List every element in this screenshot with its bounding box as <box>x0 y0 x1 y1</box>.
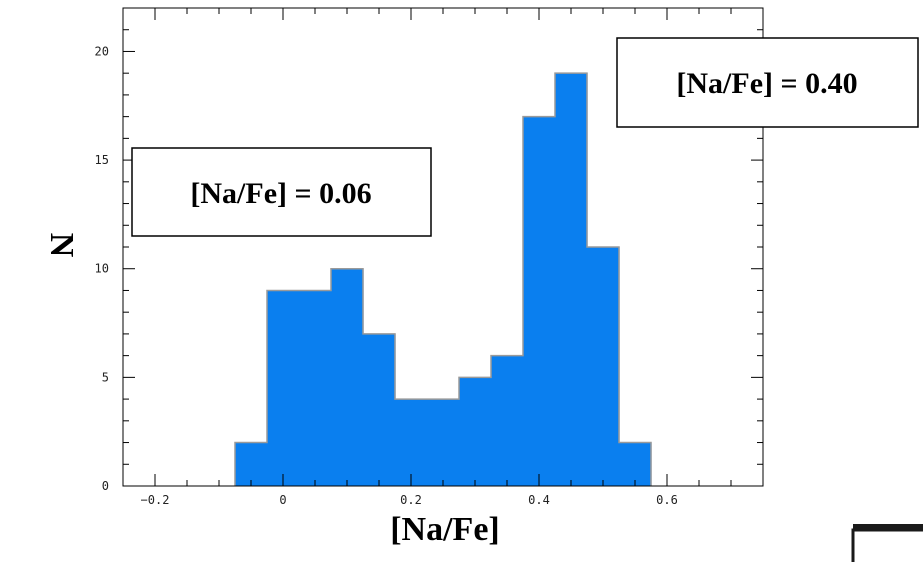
y-tick-label: 5 <box>102 370 109 384</box>
histogram-bar-0 <box>235 442 268 486</box>
annotation-high-peak: [Na/Fe] = 0.40 <box>616 37 919 128</box>
histogram-bar-1 <box>267 290 300 486</box>
y-tick-labels: 0 5 10 15 20 <box>95 44 109 493</box>
y-tick-label: 10 <box>95 262 109 276</box>
histogram-bar-12 <box>619 442 652 486</box>
annotation-box-low <box>131 147 432 237</box>
histogram-bar-11 <box>587 247 620 486</box>
histogram-bar-9 <box>523 116 556 487</box>
histogram-bar-5 <box>395 399 428 486</box>
x-tick-label: 0 <box>279 493 286 507</box>
x-tick-label: −0.2 <box>141 493 170 507</box>
annotation-text-low: [Na/Fe] = 0.06 <box>190 177 371 210</box>
annotation-text-high: [Na/Fe] = 0.40 <box>676 67 857 100</box>
histogram-bar-7 <box>459 377 492 486</box>
y-axis-title: N <box>43 233 80 258</box>
annotation-box-high <box>616 37 919 128</box>
histogram-bar-10 <box>555 73 588 486</box>
histogram-bars <box>235 73 652 487</box>
y-tick-label: 15 <box>95 153 109 167</box>
histogram-bar-8 <box>491 355 524 486</box>
x-tick-labels: −0.2 0 0.2 0.4 0.6 <box>141 493 678 507</box>
histogram-outline <box>234 72 652 486</box>
x-tick-label: 0.2 <box>400 493 422 507</box>
histogram-bar-2 <box>299 290 332 486</box>
histogram-bar-4 <box>363 333 396 486</box>
x-tick-label: 0.4 <box>528 493 550 507</box>
x-tick-label: 0.6 <box>656 493 678 507</box>
annotation-low-peak: [Na/Fe] = 0.06 <box>131 147 432 237</box>
y-tick-label: 20 <box>95 44 109 58</box>
x-axis-title: [Na/Fe] <box>390 511 500 548</box>
y-tick-label: 0 <box>102 479 109 493</box>
histogram-bar-6 <box>427 399 460 486</box>
cropped-box-fragment <box>851 524 923 562</box>
histogram-bar-3 <box>331 268 364 486</box>
